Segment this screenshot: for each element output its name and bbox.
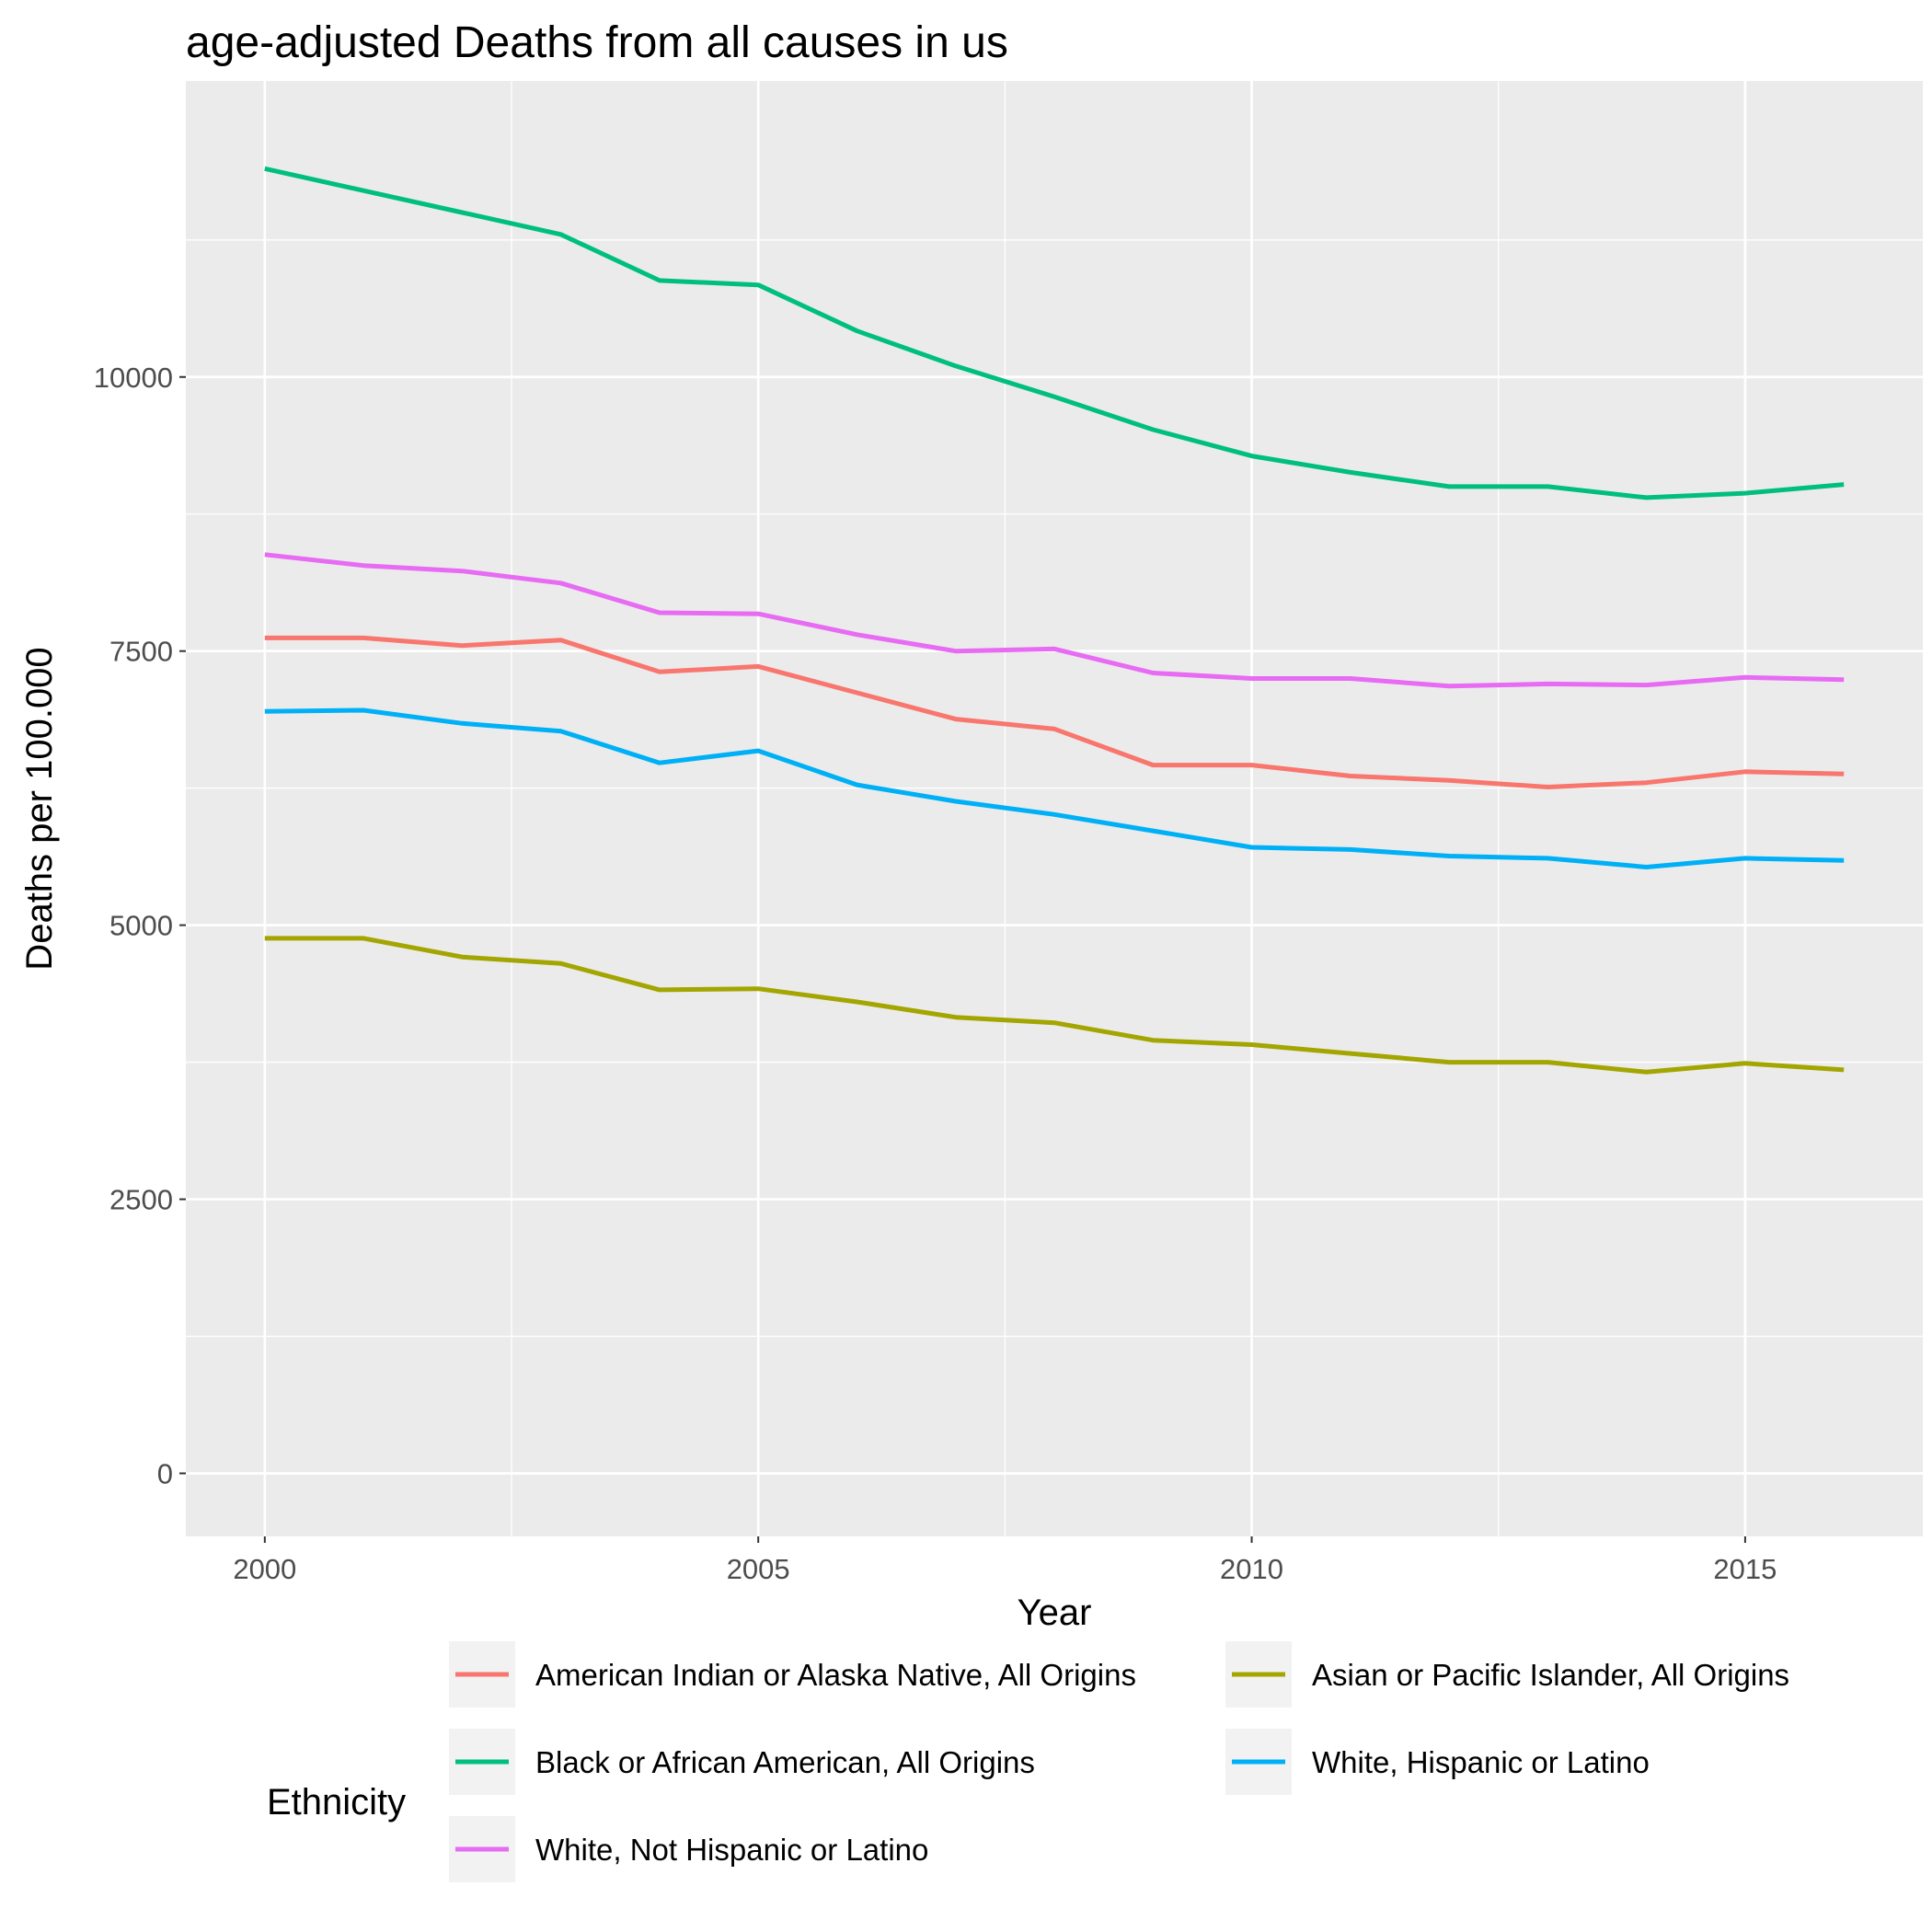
- x-tick-label: 2000: [233, 1553, 296, 1585]
- plot-panel: [186, 81, 1923, 1536]
- y-axis: 0 2500 5000 7500 10000: [94, 362, 186, 1489]
- x-axis-title: Year: [1018, 1593, 1092, 1633]
- y-axis-title: Deaths per 100.000: [19, 647, 60, 970]
- series-line-black-or-african-american-all-origins: [264, 166, 1845, 500]
- legend: Ethnicity American Indian or Alaska Nati…: [267, 1641, 1789, 1882]
- y-tick-label: 10000: [94, 362, 173, 394]
- legend-label-american-indian-or-alaska-native-all-origins: American Indian or Alaska Native, All Or…: [535, 1658, 1136, 1692]
- chart-title: age-adjusted Deaths from all causes in u…: [186, 18, 1008, 67]
- legend-label-black-or-african-american-all-origins: Black or African American, All Origins: [535, 1745, 1035, 1779]
- x-tick-label: 2005: [727, 1553, 790, 1585]
- y-tick-label: 7500: [109, 636, 173, 668]
- y-tick-label: 2500: [109, 1184, 173, 1216]
- grid-major: [186, 81, 1923, 1536]
- legend-label-asian-or-pacific-islander-all-origins: Asian or Pacific Islander, All Origins: [1312, 1658, 1789, 1692]
- series-line-white-not-hispanic-or-latino: [264, 552, 1845, 689]
- legend-items: American Indian or Alaska Native, All Or…: [449, 1641, 1789, 1882]
- y-tick-label: 0: [157, 1457, 173, 1489]
- series-lines: [264, 166, 1845, 1075]
- y-tick-label: 5000: [109, 910, 173, 942]
- legend-label-white-not-hispanic-or-latino: White, Not Hispanic or Latino: [535, 1833, 928, 1867]
- grid-minor: [186, 81, 1923, 1536]
- x-axis: 2000 2005 2010 2015: [233, 1536, 1777, 1585]
- series-line-american-indian-or-alaska-native-all-origins: [264, 635, 1845, 789]
- series-line-asian-or-pacific-islander-all-origins: [264, 936, 1845, 1075]
- x-tick-label: 2015: [1713, 1553, 1777, 1585]
- legend-label-white-hispanic-or-latino: White, Hispanic or Latino: [1312, 1745, 1650, 1779]
- x-tick-label: 2010: [1220, 1553, 1283, 1585]
- series-line-white-hispanic-or-latino: [264, 707, 1845, 869]
- legend-title: Ethnicity: [267, 1782, 406, 1823]
